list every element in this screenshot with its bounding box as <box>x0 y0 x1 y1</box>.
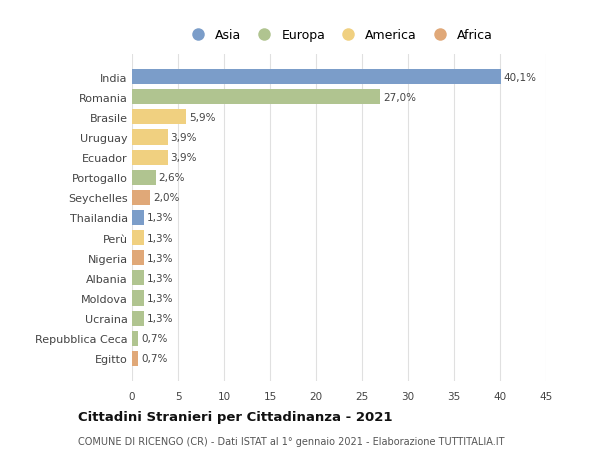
Bar <box>132 291 144 306</box>
Text: 0,7%: 0,7% <box>141 353 167 364</box>
Text: 3,9%: 3,9% <box>170 133 197 143</box>
Text: 2,0%: 2,0% <box>153 193 179 203</box>
Bar <box>132 130 168 145</box>
Text: 0,7%: 0,7% <box>141 334 167 343</box>
Text: Cittadini Stranieri per Cittadinanza - 2021: Cittadini Stranieri per Cittadinanza - 2… <box>78 410 392 423</box>
Bar <box>132 170 156 185</box>
Bar <box>132 211 144 225</box>
Text: 1,3%: 1,3% <box>147 273 173 283</box>
Bar <box>132 251 144 266</box>
Text: 5,9%: 5,9% <box>189 112 215 123</box>
Text: 40,1%: 40,1% <box>503 73 536 83</box>
Text: 1,3%: 1,3% <box>147 313 173 324</box>
Bar <box>132 230 144 246</box>
Legend: Asia, Europa, America, Africa: Asia, Europa, America, Africa <box>181 25 497 46</box>
Text: 3,9%: 3,9% <box>170 153 197 163</box>
Bar <box>132 70 501 85</box>
Bar <box>132 190 151 206</box>
Bar <box>132 311 144 326</box>
Bar <box>132 331 139 346</box>
Text: 1,3%: 1,3% <box>147 293 173 303</box>
Bar <box>132 150 168 165</box>
Text: 27,0%: 27,0% <box>383 93 416 102</box>
Text: 1,3%: 1,3% <box>147 233 173 243</box>
Bar <box>132 110 186 125</box>
Bar <box>132 271 144 286</box>
Text: COMUNE DI RICENGO (CR) - Dati ISTAT al 1° gennaio 2021 - Elaborazione TUTTITALIA: COMUNE DI RICENGO (CR) - Dati ISTAT al 1… <box>78 436 505 446</box>
Text: 2,6%: 2,6% <box>158 173 185 183</box>
Bar <box>132 351 139 366</box>
Bar <box>132 90 380 105</box>
Text: 1,3%: 1,3% <box>147 253 173 263</box>
Text: 1,3%: 1,3% <box>147 213 173 223</box>
